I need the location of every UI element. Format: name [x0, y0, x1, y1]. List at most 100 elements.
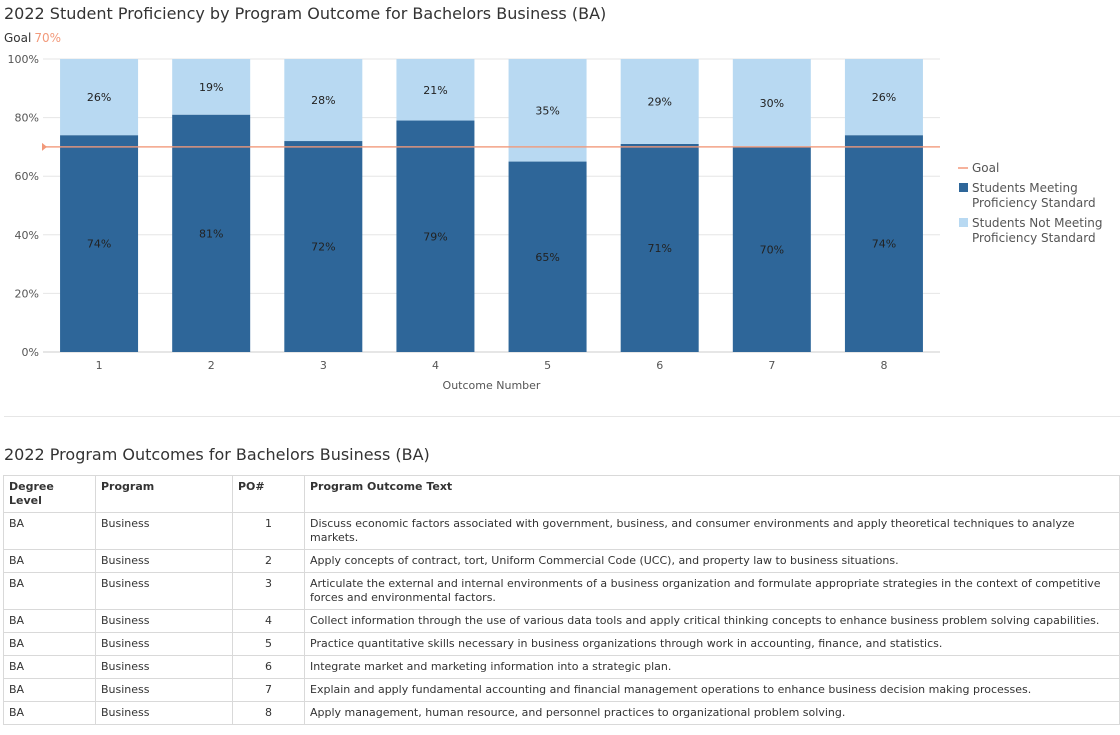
table-row: BA Business 3 Articulate the external and i… — [3, 572, 1120, 610]
data-label-meeting: 74% — [872, 238, 896, 251]
cell-outcome-text: Integrate market and marketing informati… — [304, 655, 1120, 679]
bar-meeting — [844, 135, 923, 352]
cell-degree-level: BA — [3, 655, 96, 679]
cell-po-number: 3 — [232, 572, 305, 610]
data-label-not-meeting: 26% — [872, 91, 896, 104]
cell-program: Business — [95, 512, 233, 550]
header-po-number: PO# — [232, 475, 305, 513]
y-tick-label: 80% — [15, 112, 39, 125]
goal-marker — [42, 142, 47, 151]
program-outcomes-table: Degree Level Program PO# Program Outcome… — [3, 475, 1120, 725]
legend-not-meeting-swatch — [959, 218, 968, 227]
table-body: BA Business 1 Discuss economic factors asso… — [3, 512, 1120, 725]
x-axis-title: Outcome Number — [443, 379, 541, 392]
header-outcome-text: Program Outcome Text — [304, 475, 1120, 513]
cell-outcome-text: Explain and apply fundamental accounting… — [304, 678, 1120, 702]
legend-meeting-swatch — [959, 183, 968, 192]
x-tick-label: 8 — [880, 359, 887, 372]
cell-po-number: 8 — [232, 701, 305, 725]
data-label-meeting: 71% — [647, 242, 671, 255]
goal-indicator: Goal 70% — [4, 31, 61, 45]
bar-not-meeting — [60, 59, 139, 136]
table-row: BA Business 4 Collect information through t… — [3, 609, 1120, 633]
table-row: BA Business 1 Discuss economic factors asso… — [3, 512, 1120, 550]
cell-program: Business — [95, 609, 233, 633]
header-degree-level: Degree Level — [3, 475, 96, 513]
cell-degree-level: BA — [3, 632, 96, 656]
cell-outcome-text: Discuss economic factors associated with… — [304, 512, 1120, 550]
bar-not-meeting — [172, 59, 251, 115]
table-title: 2022 Program Outcomes for Bachelors Busi… — [4, 445, 430, 464]
cell-outcome-text: Apply concepts of contract, tort, Unifor… — [304, 549, 1120, 573]
legend-meeting-label-line1: Students Meeting — [972, 181, 1078, 195]
data-label-not-meeting: 19% — [199, 81, 223, 94]
x-tick-label: 3 — [320, 359, 327, 372]
y-tick-label: 60% — [15, 170, 39, 183]
stacked-bar-chart: 0% 20% 40% 60% 80% 100% 74% 26% 1 81% 19% 2 72% 28% 3 7… — [8, 53, 1103, 392]
cell-program: Business — [95, 572, 233, 610]
header-program: Program — [95, 475, 233, 513]
bar-meeting — [60, 135, 139, 352]
cell-po-number: 7 — [232, 678, 305, 702]
table-row: BA Business 2 Apply concepts of contract, t… — [3, 549, 1120, 573]
cell-po-number: 6 — [232, 655, 305, 679]
cell-degree-level: BA — [3, 701, 96, 725]
bar-meeting — [732, 146, 811, 352]
table-row: BA Business 7 Explain and apply fundamental… — [3, 678, 1120, 702]
cell-program: Business — [95, 678, 233, 702]
x-tick-label: 2 — [208, 359, 215, 372]
cell-po-number: 5 — [232, 632, 305, 656]
bar-not-meeting — [284, 59, 363, 142]
cell-degree-level: BA — [3, 609, 96, 633]
data-label-not-meeting: 28% — [311, 94, 335, 107]
x-tick-label: 5 — [544, 359, 551, 372]
cell-degree-level: BA — [3, 572, 96, 610]
bar-not-meeting — [732, 59, 811, 147]
data-label-meeting: 81% — [199, 227, 223, 240]
cell-program: Business — [95, 701, 233, 725]
bar-meeting — [508, 161, 587, 352]
table-row: BA Business 6 Integrate market and marketin… — [3, 655, 1120, 679]
x-tick-label: 7 — [768, 359, 775, 372]
legend-goal-label: Goal — [972, 161, 999, 175]
legend-not-meeting-label-line2: Proficiency Standard — [972, 231, 1096, 245]
cell-degree-level: BA — [3, 549, 96, 573]
table-row: BA Business 5 Practice quantitative skills … — [3, 632, 1120, 656]
y-tick-label: 100% — [8, 53, 39, 66]
cell-outcome-text: Articulate the external and internal env… — [304, 572, 1120, 610]
bar-meeting — [172, 114, 251, 352]
bar-not-meeting — [844, 59, 923, 136]
data-label-not-meeting: 29% — [647, 95, 671, 108]
cell-po-number: 1 — [232, 512, 305, 550]
bar-meeting — [620, 143, 699, 352]
y-tick-label: 20% — [15, 287, 39, 300]
cell-program: Business — [95, 549, 233, 573]
bar-meeting — [396, 120, 475, 352]
bar-not-meeting — [396, 59, 475, 121]
section-divider — [4, 416, 1120, 417]
cell-program: Business — [95, 632, 233, 656]
x-tick-label: 4 — [432, 359, 439, 372]
x-tick-label: 1 — [96, 359, 103, 372]
legend-meeting-label-line2: Proficiency Standard — [972, 196, 1096, 210]
data-label-meeting: 74% — [87, 238, 111, 251]
x-tick-label: 6 — [656, 359, 663, 372]
data-label-meeting: 79% — [423, 230, 447, 243]
table-header-row: Degree Level Program PO# Program Outcome… — [3, 475, 1120, 513]
data-label-meeting: 65% — [535, 251, 559, 264]
y-tick-label: 40% — [15, 229, 39, 242]
legend-not-meeting-label-line1: Students Not Meeting — [972, 216, 1103, 230]
data-label-meeting: 72% — [311, 241, 335, 254]
cell-degree-level: BA — [3, 678, 96, 702]
bar-not-meeting — [620, 59, 699, 144]
cell-program: Business — [95, 655, 233, 679]
data-label-not-meeting: 35% — [535, 104, 559, 117]
data-label-not-meeting: 30% — [760, 97, 784, 110]
cell-po-number: 2 — [232, 549, 305, 573]
cell-outcome-text: Apply management, human resource, and pe… — [304, 701, 1120, 725]
data-label-not-meeting: 21% — [423, 84, 447, 97]
data-label-not-meeting: 26% — [87, 91, 111, 104]
y-tick-label: 0% — [22, 346, 39, 359]
goal-label: Goal — [4, 31, 32, 45]
bar-not-meeting — [508, 59, 587, 162]
